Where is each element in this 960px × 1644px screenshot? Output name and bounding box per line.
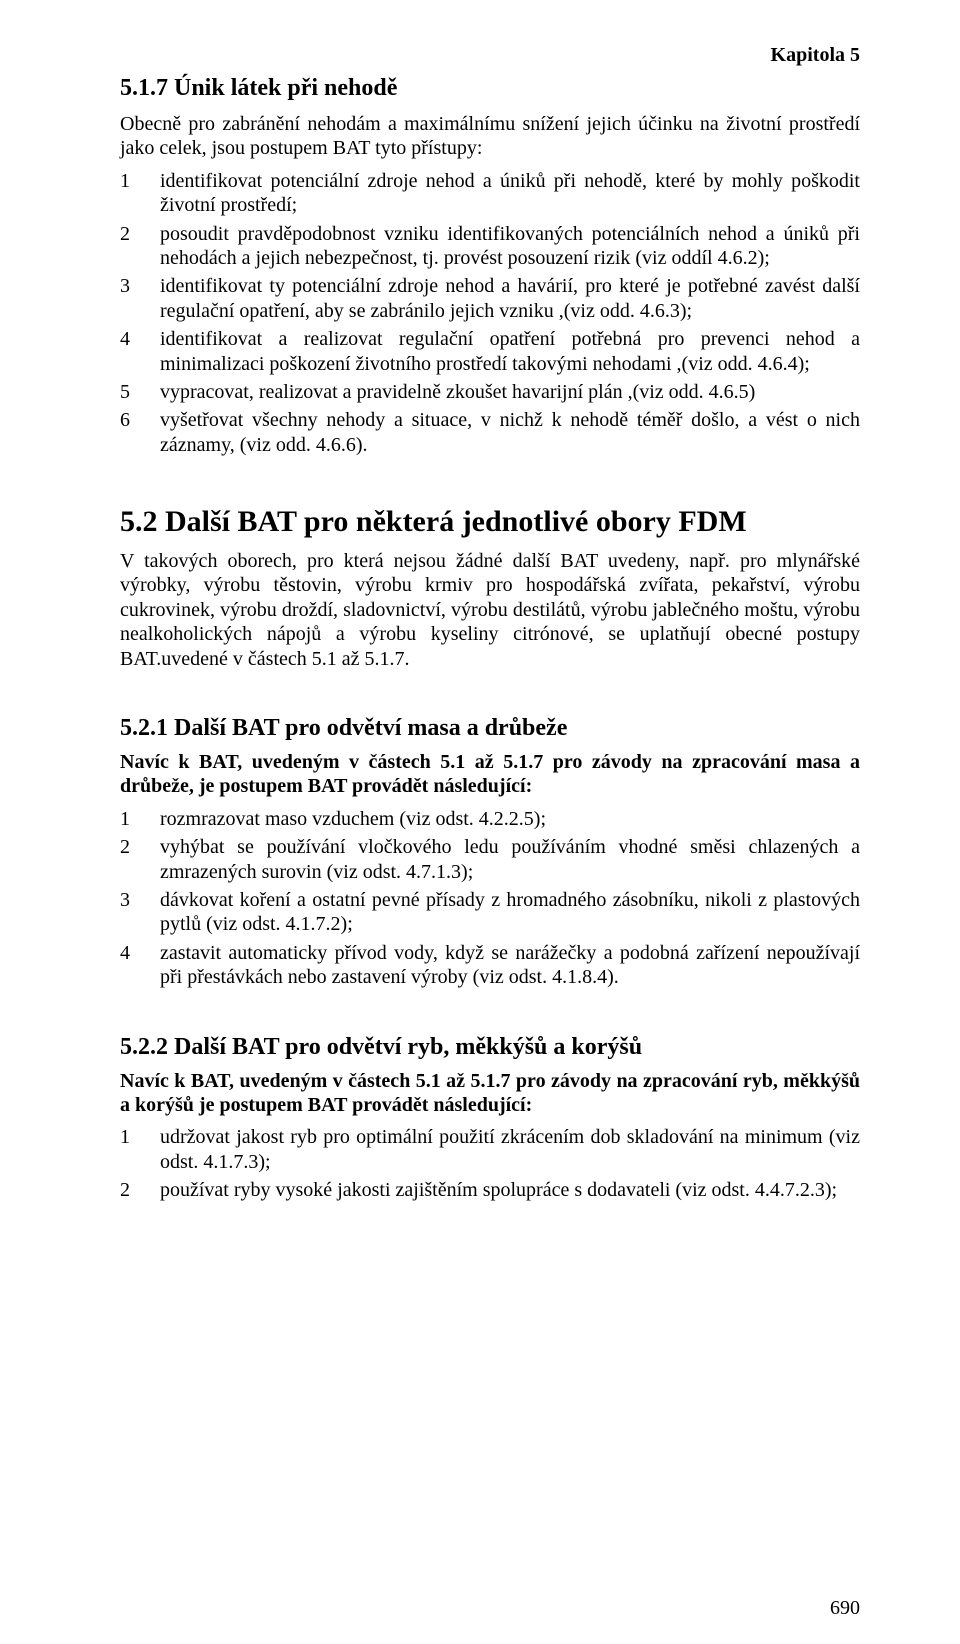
list-text: identifikovat ty potenciální zdroje neho… bbox=[160, 274, 860, 323]
list-text: posoudit pravděpodobnost vzniku identifi… bbox=[160, 222, 860, 271]
list-item: 5 vypracovat, realizovat a pravidelně zk… bbox=[120, 380, 860, 404]
heading-5-1-7: 5.1.7 Únik látek při nehodě bbox=[120, 75, 860, 102]
list-item: 3 identifikovat ty potenciální zdroje ne… bbox=[120, 274, 860, 323]
list-item: 2 používat ryby vysoké jakosti zajištění… bbox=[120, 1178, 860, 1202]
list-number: 4 bbox=[120, 941, 160, 990]
list-number: 2 bbox=[120, 835, 160, 884]
list-text: identifikovat potenciální zdroje nehod a… bbox=[160, 169, 860, 218]
list-item: 1 rozmrazovat maso vzduchem (viz odst. 4… bbox=[120, 807, 860, 831]
list-text: rozmrazovat maso vzduchem (viz odst. 4.2… bbox=[160, 807, 860, 831]
list-number: 3 bbox=[120, 274, 160, 323]
list-5-2-2: 1 udržovat jakost ryb pro optimální použ… bbox=[120, 1125, 860, 1202]
list-number: 1 bbox=[120, 1125, 160, 1174]
list-5-2-1: 1 rozmrazovat maso vzduchem (viz odst. 4… bbox=[120, 807, 860, 990]
list-item: 4 identifikovat a realizovat regulační o… bbox=[120, 327, 860, 376]
heading-5-2: 5.2 Další BAT pro některá jednotlivé obo… bbox=[120, 505, 860, 539]
heading-5-2-2: 5.2.2 Další BAT pro odvětví ryb, měkkýšů… bbox=[120, 1034, 860, 1061]
list-text: zastavit automaticky přívod vody, když s… bbox=[160, 941, 860, 990]
list-item: 1 identifikovat potenciální zdroje nehod… bbox=[120, 169, 860, 218]
lead-5-2-2: Navíc k BAT, uvedeným v částech 5.1 až 5… bbox=[120, 1069, 860, 1118]
list-text: vyhýbat se používání vločkového ledu pou… bbox=[160, 835, 860, 884]
heading-5-2-1: 5.2.1 Další BAT pro odvětví masa a drůbe… bbox=[120, 715, 860, 742]
list-text: vypracovat, realizovat a pravidelně zkou… bbox=[160, 380, 860, 404]
list-item: 2 vyhýbat se používání vločkového ledu p… bbox=[120, 835, 860, 884]
page-number: 690 bbox=[830, 1597, 860, 1620]
list-number: 4 bbox=[120, 327, 160, 376]
list-item: 3 dávkovat koření a ostatní pevné přísad… bbox=[120, 888, 860, 937]
lead-5-2-1: Navíc k BAT, uvedeným v částech 5.1 až 5… bbox=[120, 750, 860, 799]
list-text: identifikovat a realizovat regulační opa… bbox=[160, 327, 860, 376]
list-item: 2 posoudit pravděpodobnost vzniku identi… bbox=[120, 222, 860, 271]
list-number: 2 bbox=[120, 1178, 160, 1202]
list-5-1-7: 1 identifikovat potenciální zdroje nehod… bbox=[120, 169, 860, 457]
list-item: 6 vyšetřovat všechny nehody a situace, v… bbox=[120, 408, 860, 457]
list-text: udržovat jakost ryb pro optimální použit… bbox=[160, 1125, 860, 1174]
list-number: 5 bbox=[120, 380, 160, 404]
list-item: 4 zastavit automaticky přívod vody, když… bbox=[120, 941, 860, 990]
para-5-2: V takových oborech, pro která nejsou žád… bbox=[120, 549, 860, 671]
list-number: 2 bbox=[120, 222, 160, 271]
list-text: dávkovat koření a ostatní pevné přísady … bbox=[160, 888, 860, 937]
chapter-label: Kapitola 5 bbox=[120, 44, 860, 67]
list-number: 3 bbox=[120, 888, 160, 937]
list-number: 1 bbox=[120, 807, 160, 831]
list-number: 6 bbox=[120, 408, 160, 457]
list-text: používat ryby vysoké jakosti zajištěním … bbox=[160, 1178, 860, 1202]
list-item: 1 udržovat jakost ryb pro optimální použ… bbox=[120, 1125, 860, 1174]
list-number: 1 bbox=[120, 169, 160, 218]
intro-5-1-7: Obecně pro zabránění nehodám a maximální… bbox=[120, 112, 860, 161]
list-text: vyšetřovat všechny nehody a situace, v n… bbox=[160, 408, 860, 457]
